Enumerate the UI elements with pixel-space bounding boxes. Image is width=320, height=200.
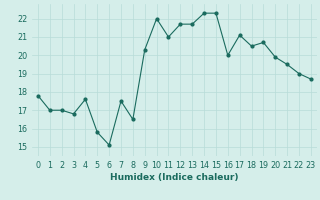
- X-axis label: Humidex (Indice chaleur): Humidex (Indice chaleur): [110, 173, 239, 182]
